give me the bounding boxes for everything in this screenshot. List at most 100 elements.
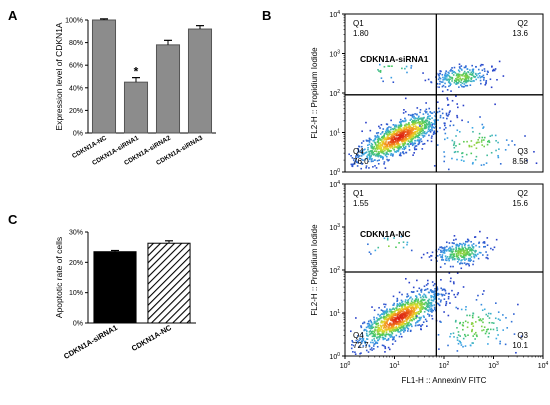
event-dot: [410, 126, 413, 129]
event-dot: [452, 265, 454, 268]
event-dot: [414, 132, 417, 134]
event-dot: [474, 253, 476, 256]
event-dot: [370, 145, 372, 147]
event-dot: [430, 259, 433, 261]
event-dot: [403, 148, 406, 151]
event-dot: [386, 308, 388, 311]
event-dot: [494, 103, 496, 106]
event-dot: [368, 154, 371, 156]
event-dot: [449, 78, 451, 80]
y-tick-label: 103: [329, 50, 340, 59]
event-dot: [475, 147, 478, 150]
event-dot: [350, 154, 352, 157]
event-dot: [431, 290, 434, 292]
event-dot: [411, 131, 414, 133]
event-dot: [401, 305, 404, 308]
event-dot: [451, 99, 454, 102]
event-dot: [360, 150, 363, 153]
event-dot: [407, 303, 410, 306]
event-dot: [418, 133, 421, 136]
event-dot: [396, 149, 398, 152]
event-dot: [373, 139, 375, 142]
event-dot: [378, 125, 380, 128]
event-dot: [469, 84, 472, 87]
event-dot: [402, 321, 405, 324]
tick-exponent: 4: [546, 361, 549, 367]
significance-star: *: [134, 65, 139, 79]
event-dot: [478, 251, 481, 254]
event-dot: [457, 150, 459, 153]
event-dot: [416, 135, 418, 138]
event-dot: [444, 86, 447, 88]
event-dot: [377, 339, 379, 342]
event-dot: [427, 299, 430, 302]
event-dot: [399, 327, 401, 330]
event-dot: [387, 138, 390, 140]
event-dot: [443, 249, 446, 252]
event-dot: [433, 308, 436, 310]
event-dot: [478, 319, 481, 322]
event-dot: [474, 236, 477, 238]
event-dot: [413, 302, 415, 304]
event-dot: [415, 296, 418, 299]
event-dot: [463, 333, 466, 336]
event-dot: [428, 298, 430, 301]
event-dot: [477, 253, 479, 255]
event-dot: [466, 76, 469, 79]
event-dot: [411, 138, 413, 140]
event-dot: [455, 145, 457, 147]
event-dot: [446, 76, 448, 78]
event-dot: [383, 338, 385, 340]
event-dot: [398, 154, 401, 157]
event-dot: [424, 295, 427, 297]
event-dot: [353, 163, 356, 165]
event-dot: [442, 247, 444, 249]
quadrant-percent: 76.0: [353, 157, 369, 166]
event-dot: [465, 72, 468, 74]
event-dot: [402, 132, 404, 134]
event-dot: [405, 301, 408, 304]
event-dot: [484, 83, 487, 86]
event-dot: [404, 134, 407, 137]
event-dot: [432, 133, 435, 136]
event-dot: [376, 336, 378, 339]
event-dot: [384, 167, 387, 169]
event-dot: [427, 115, 429, 118]
event-dot: [505, 139, 508, 141]
event-dot: [469, 253, 472, 256]
event-dot: [466, 326, 469, 329]
event-dot: [401, 318, 403, 321]
event-dot: [404, 137, 407, 140]
event-dot: [387, 130, 389, 133]
event-dot: [471, 252, 473, 254]
event-dot: [416, 321, 419, 323]
event-dot: [403, 152, 405, 155]
event-dot: [464, 308, 467, 311]
event-dot: [458, 244, 461, 247]
event-dot: [378, 151, 380, 153]
event-dot: [409, 330, 412, 333]
event-dot: [453, 151, 456, 154]
event-dot: [453, 142, 456, 145]
event-dot: [499, 319, 501, 322]
event-dot: [402, 144, 405, 146]
event-dot: [392, 307, 395, 310]
event-dot: [356, 151, 359, 154]
event-dot: [370, 253, 372, 255]
event-dot: [404, 142, 407, 145]
event-dot: [474, 321, 477, 323]
event-dot: [422, 303, 425, 305]
event-dot: [420, 126, 423, 128]
quadrant-name: Q4: [353, 147, 364, 156]
event-dot: [408, 128, 411, 130]
event-dot: [404, 315, 407, 318]
event-dot: [492, 248, 494, 251]
event-dot: [467, 334, 469, 337]
event-dot: [382, 150, 385, 153]
event-dot: [423, 123, 426, 126]
event-dot: [370, 341, 372, 344]
event-dot: [440, 293, 443, 296]
event-dot: [478, 136, 481, 139]
event-dot: [402, 326, 405, 329]
event-dot: [423, 127, 426, 130]
